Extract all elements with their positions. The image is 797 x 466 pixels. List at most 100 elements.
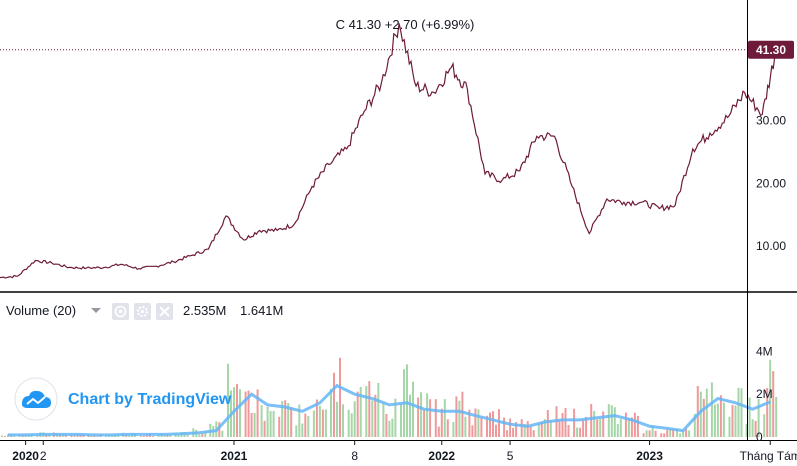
volume-bar (515, 422, 518, 437)
volume-bar (64, 435, 67, 437)
volume-bar (523, 424, 526, 437)
volume-bar (400, 404, 402, 437)
volume-bar (660, 433, 663, 437)
volume-bar (751, 419, 754, 437)
volume-ma-line (8, 383, 771, 437)
volume-bar (443, 399, 446, 437)
volume-bar (437, 426, 440, 437)
volume-bar (151, 436, 154, 437)
volume-bar (377, 383, 380, 437)
volume-bar (769, 359, 772, 437)
volume-legend-title[interactable]: Volume (20) (6, 303, 76, 318)
volume-bar (549, 420, 552, 437)
volume-bar (529, 426, 532, 437)
volume-bar (596, 419, 599, 437)
eye-icon[interactable] (112, 303, 129, 320)
volume-bar (330, 388, 332, 437)
volume-bar (394, 398, 397, 437)
volume-bar (301, 423, 304, 437)
volume-bar (406, 364, 408, 437)
volume-bar (218, 422, 221, 437)
volume-bar (532, 430, 535, 437)
volume-bar (509, 418, 512, 437)
volume-bar (278, 416, 281, 437)
volume-bar (145, 435, 148, 437)
volume-bar (177, 435, 180, 437)
volume-bar (239, 389, 241, 437)
volume-bar (417, 397, 420, 437)
volume-bar (368, 381, 371, 437)
volume-bar (221, 430, 224, 437)
volume-bar (471, 425, 474, 437)
volume-bar (669, 429, 672, 437)
volume-bar (163, 435, 166, 437)
volume-bar (365, 386, 368, 437)
volume-bar (663, 433, 666, 437)
volume-bar (446, 419, 449, 437)
volume-bar (45, 434, 48, 437)
volume-ma-layer (8, 383, 771, 437)
volume-tick-label: 2M (756, 387, 773, 401)
volume-bar (272, 410, 275, 437)
volume-bar (287, 403, 290, 437)
volume-axis[interactable]: 0 2M 4M (756, 344, 773, 444)
gear-icon[interactable] (134, 303, 151, 320)
volume-bar (495, 424, 497, 437)
volume-bar (745, 423, 748, 437)
volume-bar (420, 392, 423, 437)
volume-bar (772, 371, 775, 437)
volume-bar (585, 417, 588, 437)
volume-bar (426, 393, 429, 437)
price-badge-label: 41.30 (756, 43, 786, 57)
volume-bar (244, 391, 247, 437)
price-tick-label: 10.00 (756, 239, 786, 253)
volume-bar (512, 427, 515, 437)
volume-bar (737, 387, 740, 437)
volume-bar (486, 415, 488, 437)
volume-bar (610, 405, 613, 437)
volume-bar (333, 372, 335, 437)
volume-bar (284, 400, 287, 437)
time-axis[interactable]: 2020 2 2021 8 2022 5 2023 Tháng Tám (12, 440, 797, 463)
volume-bar (630, 417, 633, 437)
time-tick-label: 2 (40, 449, 47, 463)
volume-legend-value-2: 1.641M (240, 303, 283, 318)
price-axis[interactable]: 10.00 20.00 30.00 (756, 114, 786, 253)
volume-bar (579, 427, 582, 437)
tradingview-branding[interactable]: Chart by TradingView (14, 377, 232, 421)
volume-bar (304, 413, 307, 437)
volume-bar (624, 412, 627, 437)
volume-bar (321, 409, 324, 437)
volume-bar (546, 410, 549, 437)
volume-bar (489, 412, 491, 437)
volume-bar (719, 395, 722, 437)
volume-bar (269, 410, 272, 437)
volume-bar (740, 388, 743, 437)
volume-bar (204, 430, 207, 437)
close-icon[interactable] (156, 303, 173, 320)
volume-bar (503, 417, 506, 437)
price-pane[interactable] (0, 0, 747, 291)
volume-bar (4, 436, 6, 437)
volume-bar (429, 399, 432, 437)
time-tick-label: 2020 (12, 449, 39, 463)
volume-bar (685, 428, 688, 437)
volume-bar (157, 434, 160, 437)
volume-bar (336, 401, 338, 437)
volume-bar (506, 430, 509, 437)
volume-bar (318, 405, 321, 437)
volume-bar (722, 402, 725, 437)
volume-bar (537, 423, 540, 437)
volume-bar (458, 400, 461, 437)
volume-bar (480, 417, 483, 437)
chevron-down-icon[interactable] (91, 308, 101, 313)
volume-bar (699, 391, 702, 437)
volume-bar (307, 416, 310, 437)
volume-bar (353, 401, 356, 437)
volume-bar (619, 418, 622, 437)
volume-bar (142, 436, 145, 437)
time-tick-label: Tháng Tám (740, 449, 797, 463)
volume-bar (582, 420, 585, 437)
volume-bar (347, 409, 350, 437)
volume-bar (227, 363, 229, 437)
